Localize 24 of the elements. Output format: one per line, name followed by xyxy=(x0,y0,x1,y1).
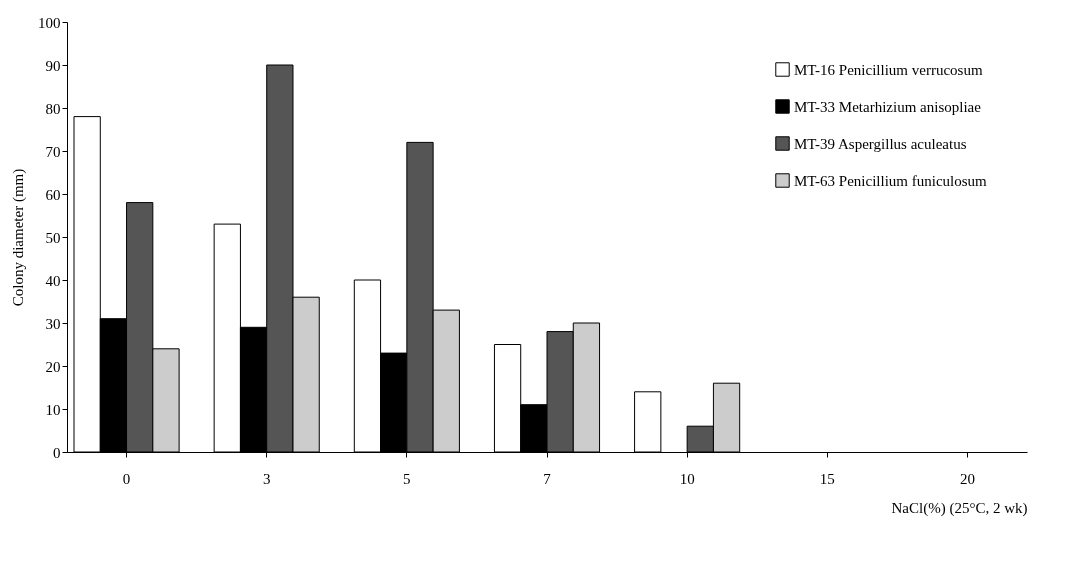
x-tick-label: 0 xyxy=(122,470,131,487)
x-tick-label: 15 xyxy=(819,470,835,487)
legend-label: MT-33 Metarhizium anisopliae xyxy=(794,98,982,115)
y-tick-label: 40 xyxy=(45,272,61,289)
legend-label: MT-39 Aspergillus aculeatus xyxy=(794,135,967,152)
y-tick-label: 20 xyxy=(45,358,61,375)
y-tick-label: 90 xyxy=(45,57,61,74)
y-tick-label: 0 xyxy=(53,444,61,461)
x-tick-label: 5 xyxy=(403,470,411,487)
x-tick-label: 10 xyxy=(679,470,695,487)
y-axis-title: Colony diameter (mm) xyxy=(10,168,27,307)
y-tick-label: 80 xyxy=(45,100,61,117)
y-tick-label: 70 xyxy=(45,143,61,160)
y-tick-label: 30 xyxy=(45,315,61,332)
legend-label: MT-16 Penicillium verrucosum xyxy=(794,61,983,78)
x-tick-label: 3 xyxy=(262,470,271,487)
x-tick-label: 20 xyxy=(959,470,975,487)
y-tick-label: 60 xyxy=(45,186,61,203)
y-tick-label: 10 xyxy=(45,401,61,418)
legend-label: MT-63 Penicillium funiculosum xyxy=(794,172,988,189)
x-axis-title: NaCl(%) (25°C, 2 wk) xyxy=(891,499,1028,517)
x-tick-label: 7 xyxy=(543,470,552,487)
y-tick-label: 100 xyxy=(38,14,61,31)
y-tick-label: 50 xyxy=(45,229,61,246)
